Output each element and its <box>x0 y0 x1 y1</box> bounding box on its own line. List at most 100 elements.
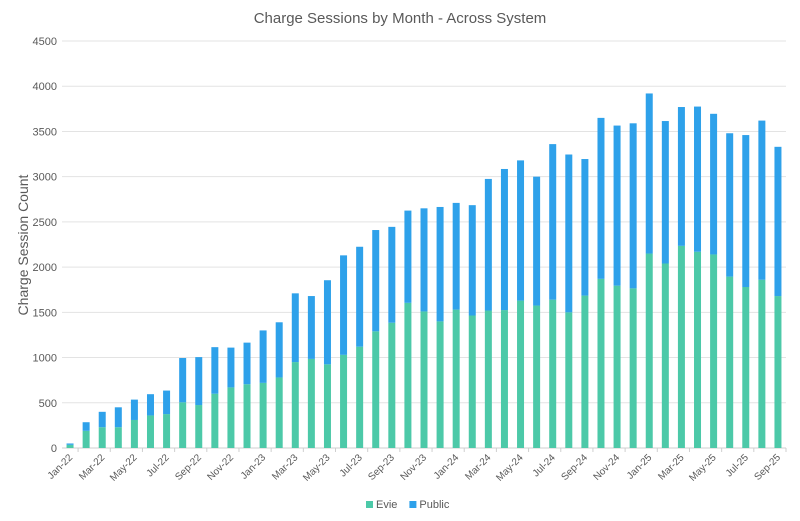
bar-evie-Mar-25 <box>677 245 685 448</box>
bar-public-May-24 <box>517 160 525 301</box>
bar-evie-Jun-23 <box>340 354 348 448</box>
bar-public-Mar-23 <box>291 293 299 363</box>
bar-public-Oct-23 <box>404 210 412 303</box>
y-tick-label: 0 <box>51 443 57 455</box>
bar-public-Oct-22 <box>211 347 219 394</box>
bar-public-Jul-22 <box>163 390 171 415</box>
bar-evie-Feb-25 <box>661 263 669 448</box>
x-tick-label: Jul-23 <box>338 452 365 479</box>
x-tick-label: Sep-24 <box>559 452 590 483</box>
x-tick-label: Jul-22 <box>145 452 172 479</box>
bar-evie-Aug-24 <box>565 312 573 448</box>
bar-public-Nov-23 <box>420 208 428 312</box>
bar-evie-Nov-24 <box>613 285 621 448</box>
bar-public-Apr-24 <box>500 168 508 311</box>
y-tick-label: 2500 <box>33 217 57 229</box>
y-tick-label: 1500 <box>33 307 57 319</box>
x-tick-label: Sep-22 <box>173 452 204 483</box>
x-tick-label: Jan-25 <box>625 452 655 482</box>
bar-evie-Jan-25 <box>645 253 653 448</box>
bar-evie-Jul-24 <box>549 299 557 448</box>
bar-public-Jun-22 <box>146 394 154 416</box>
bar-public-Jun-25 <box>726 133 734 277</box>
bar-public-Nov-24 <box>613 125 621 286</box>
y-tick-label: 3000 <box>33 172 57 184</box>
legend-swatch-evie <box>366 501 373 508</box>
y-tick-label: 4000 <box>33 81 57 93</box>
bar-public-Apr-23 <box>307 296 315 359</box>
bar-evie-Dec-22 <box>243 384 251 448</box>
bar-evie-Feb-24 <box>468 315 476 448</box>
y-tick-label: 500 <box>39 398 57 410</box>
bar-public-Feb-25 <box>661 121 669 264</box>
chart-title: Charge Sessions by Month - Across System <box>254 10 547 27</box>
bar-evie-Jul-22 <box>163 414 171 448</box>
bar-public-Jun-23 <box>340 255 348 355</box>
bar-evie-May-24 <box>517 300 525 448</box>
bar-evie-Jul-25 <box>742 287 750 448</box>
bar-evie-Jun-22 <box>146 415 154 448</box>
bar-public-Aug-24 <box>565 154 573 313</box>
bar-public-Apr-25 <box>694 106 702 252</box>
x-tick-label: May-23 <box>301 452 333 484</box>
y-tick-label: 4500 <box>33 36 57 48</box>
legend-label-evie: Evie <box>376 499 397 511</box>
bar-public-Sep-23 <box>388 226 396 323</box>
bar-public-Jan-22 <box>66 443 74 445</box>
bar-public-Sep-22 <box>195 357 203 406</box>
bar-public-Aug-22 <box>179 358 187 403</box>
bar-public-Feb-22 <box>82 422 90 431</box>
x-tick-label: Mar-23 <box>270 452 300 482</box>
x-tick-label: Mar-25 <box>656 452 686 482</box>
bar-evie-Jan-23 <box>259 382 267 448</box>
legend-swatch-public <box>409 501 417 508</box>
bar-evie-May-25 <box>710 254 718 448</box>
legend-label-public: Public <box>419 499 449 511</box>
bar-evie-Jan-22 <box>66 444 74 448</box>
bar-evie-May-23 <box>323 364 331 448</box>
bar-public-Nov-22 <box>227 347 235 388</box>
y-axis-label: Charge Session Count <box>15 174 31 315</box>
bar-public-Jul-25 <box>742 135 750 288</box>
bar-evie-Feb-22 <box>82 430 90 448</box>
bar-evie-Jan-24 <box>452 309 460 448</box>
bar-evie-Jun-24 <box>533 305 541 448</box>
bar-public-Dec-24 <box>629 123 637 289</box>
bar-evie-Oct-22 <box>211 393 219 448</box>
bar-evie-Nov-23 <box>420 311 428 448</box>
x-tick-label: May-25 <box>687 452 719 484</box>
bar-evie-Aug-23 <box>372 331 380 448</box>
bar-evie-Aug-25 <box>758 279 766 448</box>
bar-evie-Aug-22 <box>179 402 187 448</box>
bar-public-Sep-25 <box>774 146 782 297</box>
bar-public-Aug-25 <box>758 120 766 280</box>
bar-public-Aug-23 <box>372 230 380 332</box>
bar-evie-Sep-25 <box>774 296 782 448</box>
bar-public-Jan-25 <box>645 93 653 254</box>
bar-evie-Apr-24 <box>500 310 508 448</box>
bar-evie-Sep-22 <box>195 405 203 448</box>
bar-evie-Apr-25 <box>694 251 702 448</box>
x-tick-label: Mar-22 <box>77 452 107 482</box>
bar-public-Jan-24 <box>452 202 460 310</box>
bar-evie-Apr-22 <box>114 427 122 448</box>
bar-evie-Feb-23 <box>275 377 283 448</box>
x-tick-label: Jan-23 <box>239 452 269 482</box>
bar-public-Jun-24 <box>533 176 541 306</box>
bar-public-Feb-24 <box>468 205 476 316</box>
bar-public-Mar-24 <box>484 178 492 311</box>
bar-public-Mar-22 <box>98 411 106 428</box>
x-tick-label: Nov-23 <box>399 452 430 483</box>
bar-public-Apr-22 <box>114 407 122 428</box>
bar-evie-Jul-23 <box>356 346 364 448</box>
y-tick-label: 1000 <box>33 353 57 365</box>
bar-evie-Dec-24 <box>629 288 637 448</box>
bar-public-Oct-24 <box>597 117 605 279</box>
bar-evie-Sep-23 <box>388 322 396 448</box>
bar-evie-Apr-23 <box>307 358 315 448</box>
bar-public-May-23 <box>323 280 331 365</box>
x-tick-label: Nov-22 <box>205 452 236 483</box>
bar-public-Mar-25 <box>677 107 685 246</box>
bar-public-Dec-23 <box>436 206 444 322</box>
